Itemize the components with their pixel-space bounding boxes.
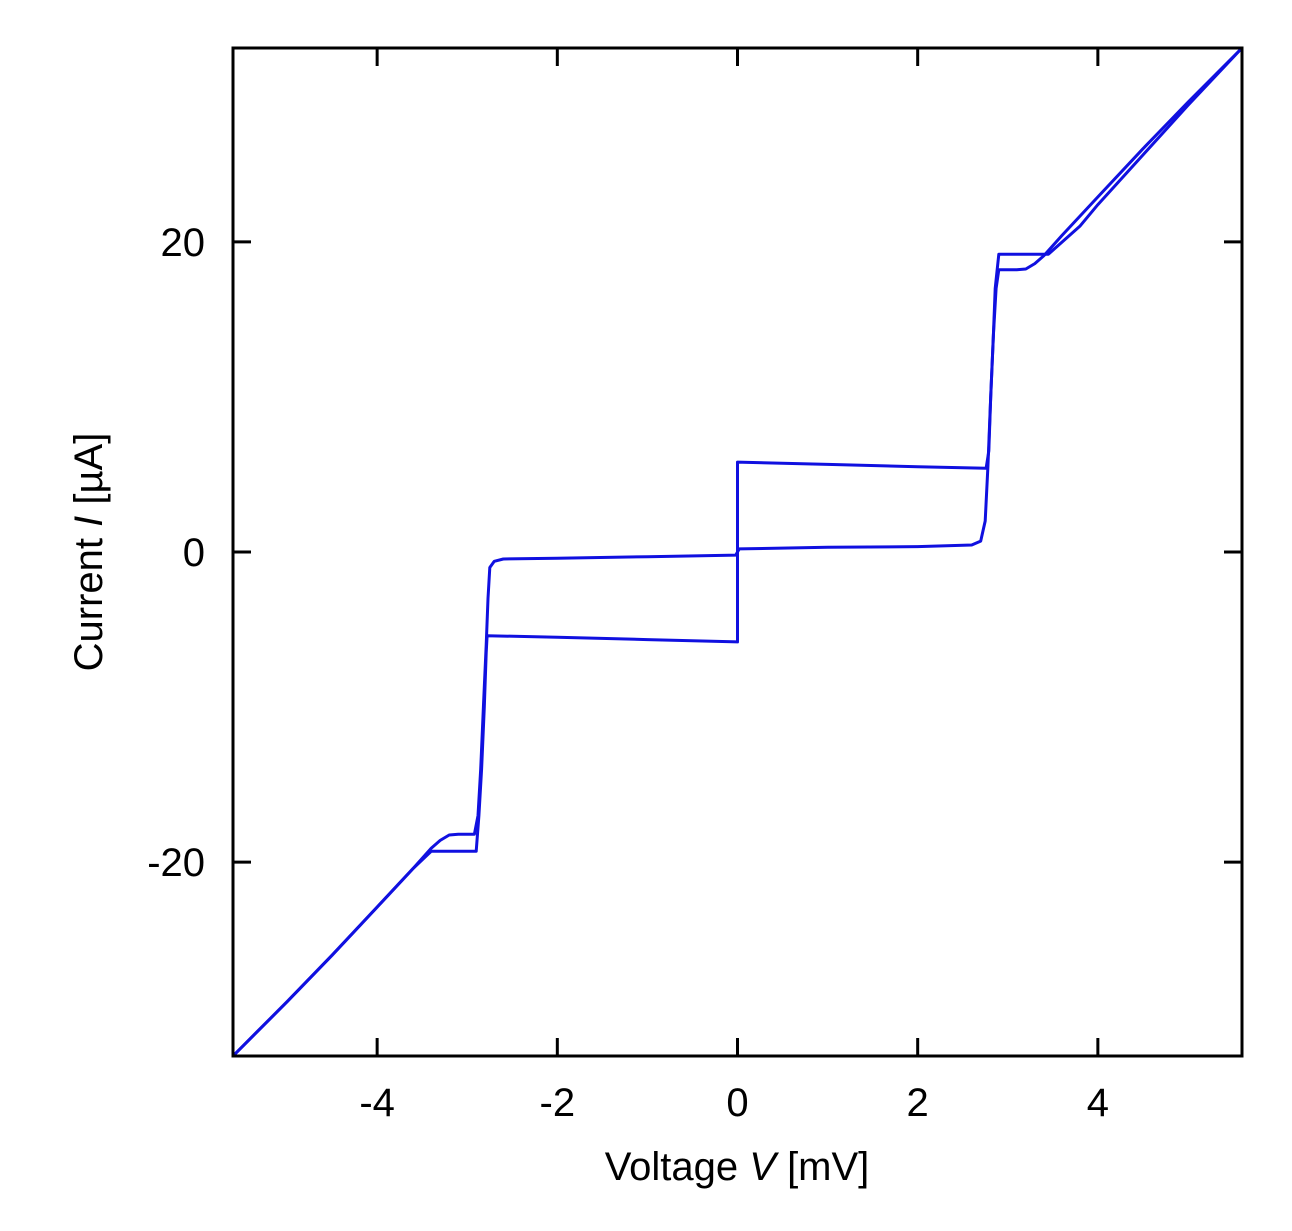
iv-sweep-2 (231, 46, 1244, 1058)
y-tick-label: 0 (183, 531, 205, 575)
x-tick-label: 2 (907, 1081, 929, 1125)
x-tick-label: 4 (1087, 1081, 1109, 1125)
y-tick-label: -20 (147, 841, 205, 885)
iv-sweep-1 (231, 46, 1244, 1058)
x-axis-label: Voltage V [mV] (605, 1145, 870, 1189)
y-tick-label: 20 (161, 221, 206, 265)
x-tick-label: 0 (726, 1081, 748, 1125)
x-tick-label: -4 (359, 1081, 395, 1125)
y-axis-label: Current I [µA] (67, 433, 111, 672)
x-tick-label: -2 (540, 1081, 576, 1125)
series-layer (231, 46, 1244, 1058)
